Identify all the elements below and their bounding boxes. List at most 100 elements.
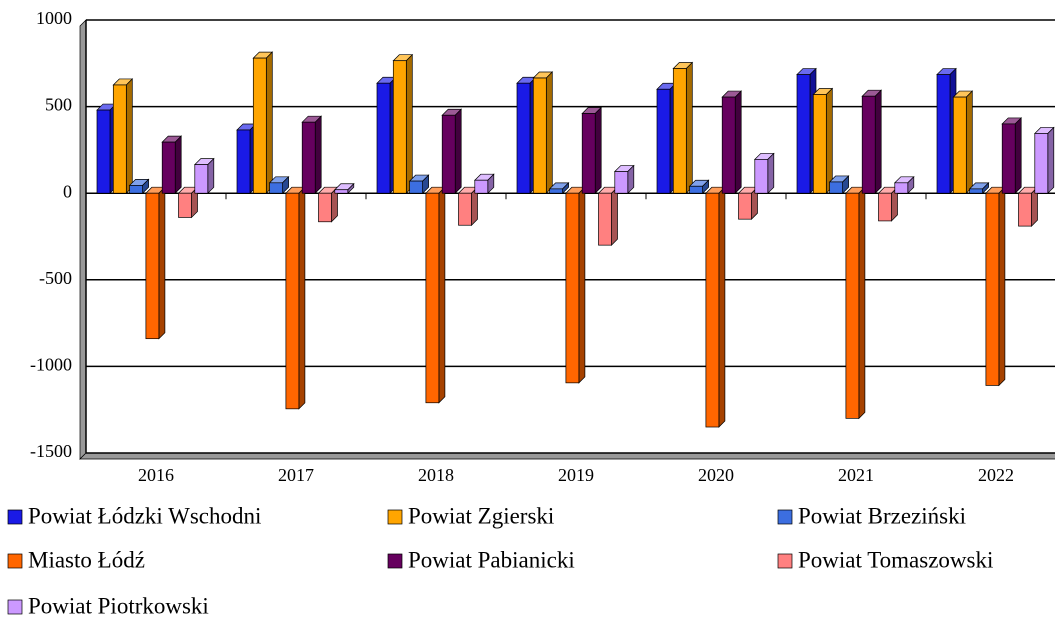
legend-swatch: [777, 553, 793, 569]
bar-side: [965, 90, 973, 195]
bar-side: [314, 115, 322, 195]
bar-side: [858, 186, 866, 420]
bar: [672, 68, 687, 194]
bar: [236, 129, 251, 194]
bar-side: [1047, 126, 1055, 195]
y-tick-label: -1000: [30, 355, 72, 375]
x-tick-label: 2019: [558, 465, 594, 485]
bar: [754, 159, 769, 194]
bar: [285, 192, 300, 410]
bar-side: [594, 106, 602, 195]
bar: [936, 74, 951, 194]
bar: [549, 188, 563, 194]
bar: [1034, 133, 1049, 194]
bar: [656, 88, 671, 194]
x-tick-label: 2017: [278, 465, 314, 485]
legend-swatch: [7, 599, 23, 615]
bar: [738, 192, 752, 220]
bar: [796, 74, 811, 194]
legend-swatch: [387, 509, 403, 525]
bar-side: [611, 186, 618, 247]
bar: [318, 192, 332, 223]
bar: [301, 121, 316, 194]
bar-side: [207, 157, 215, 195]
bar: [985, 192, 1000, 386]
bar: [409, 180, 423, 194]
x-tick-label: 2018: [418, 465, 454, 485]
bar-side: [874, 89, 882, 195]
y-tick-label: -500: [39, 268, 72, 288]
bar-side: [125, 78, 133, 195]
x-tick-label: 2022: [978, 465, 1014, 485]
legend-swatch: [7, 553, 23, 569]
bar: [532, 77, 547, 194]
y-tick-label: -1500: [30, 441, 72, 461]
side-wall: [79, 19, 87, 460]
floor: [79, 452, 1055, 460]
bar: [845, 192, 860, 419]
bar: [614, 171, 629, 194]
bar: [812, 94, 827, 194]
x-tick-label: 2020: [698, 465, 734, 485]
bar: [1018, 192, 1032, 227]
bar: [721, 96, 736, 194]
bar: [689, 185, 703, 194]
bar-side: [265, 51, 273, 195]
legend-label: Powiat Pabianicki: [408, 547, 575, 572]
bar: [516, 82, 531, 194]
bar: [878, 192, 892, 222]
bar-side: [685, 61, 693, 195]
x-tick-label: 2021: [838, 465, 874, 485]
legend-swatch: [777, 509, 793, 525]
bar: [969, 188, 983, 194]
legend-label: Powiat Piotrkowski: [28, 593, 209, 618]
bar-side: [767, 152, 775, 195]
y-tick-label: 1000: [36, 8, 72, 28]
y-tick-label: 0: [63, 181, 72, 201]
bar: [441, 114, 456, 194]
legend-label: Powiat Zgierski: [408, 503, 554, 528]
bar: [861, 95, 876, 194]
bar: [129, 185, 143, 194]
y-tick-label: 500: [45, 95, 72, 115]
bar: [458, 192, 472, 226]
bar: [392, 60, 407, 194]
legend-label: Powiat Brzeziński: [798, 503, 966, 528]
legend-label: Miasto Łódź: [28, 547, 145, 572]
bar-side: [578, 186, 586, 384]
bar: [952, 96, 967, 194]
bar-side: [405, 53, 413, 195]
bar-side: [1014, 117, 1022, 195]
bar-side: [998, 186, 1006, 387]
bar-side: [298, 186, 306, 410]
bar-side: [158, 186, 166, 340]
bar-side: [174, 135, 182, 195]
bar: [252, 57, 267, 194]
bar: [96, 109, 111, 194]
bar: [581, 113, 596, 194]
bar: [474, 179, 489, 194]
bar: [705, 192, 720, 428]
x-tick-label: 2016: [138, 465, 174, 485]
bar-side: [718, 186, 726, 428]
bar: [829, 181, 843, 194]
legend-swatch: [7, 509, 23, 525]
bar: [161, 141, 176, 194]
legend-label: Powiat Łódzki Wschodni: [28, 503, 261, 528]
bar-side: [825, 87, 833, 195]
bar: [269, 182, 283, 194]
bar-side: [454, 108, 462, 195]
bar: [145, 192, 160, 340]
bar: [178, 192, 192, 218]
bar: [112, 84, 127, 194]
bar: [376, 82, 391, 194]
bar-side: [734, 90, 742, 195]
bar: [194, 164, 209, 194]
bar: [334, 189, 349, 194]
bar: [894, 182, 909, 194]
bar: [1001, 123, 1016, 194]
bar: [598, 192, 612, 246]
legend-label: Powiat Tomaszowski: [798, 547, 993, 572]
legend-swatch: [387, 553, 403, 569]
